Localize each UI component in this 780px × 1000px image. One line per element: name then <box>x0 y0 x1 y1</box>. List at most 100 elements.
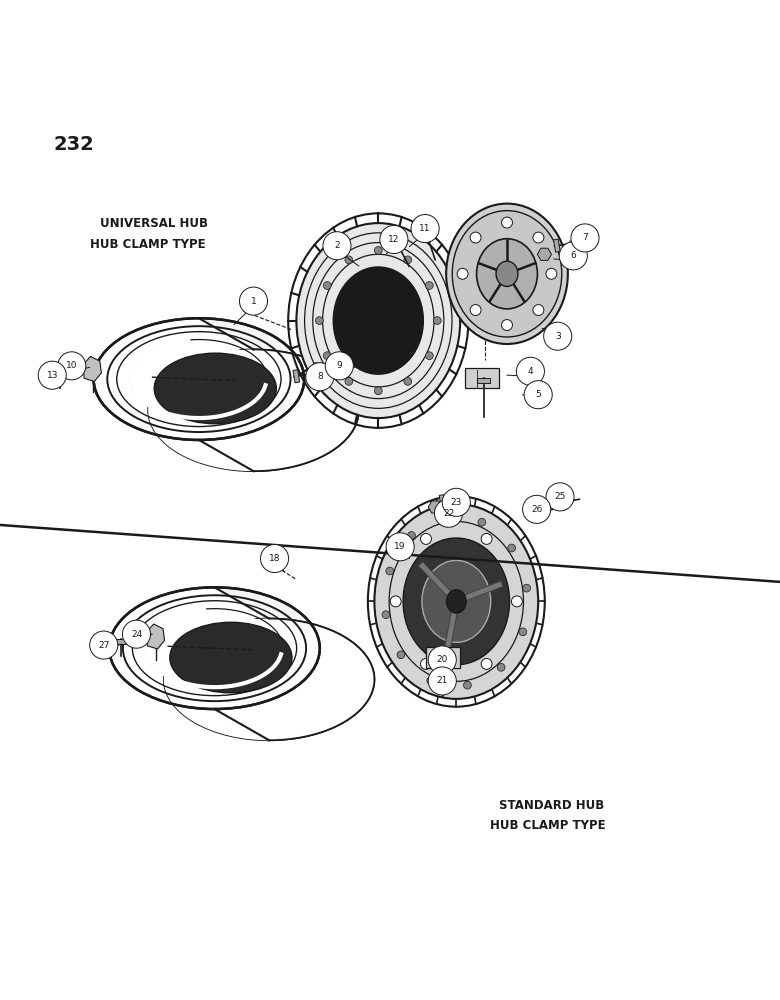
Polygon shape <box>428 501 442 513</box>
Text: 9: 9 <box>336 361 342 370</box>
Circle shape <box>457 268 468 279</box>
Circle shape <box>502 217 512 228</box>
Circle shape <box>324 282 332 289</box>
Ellipse shape <box>422 560 491 642</box>
Text: 10: 10 <box>66 361 77 370</box>
Text: 23: 23 <box>451 498 462 507</box>
Circle shape <box>524 381 552 409</box>
Text: 20: 20 <box>437 655 448 664</box>
Circle shape <box>374 246 382 254</box>
Ellipse shape <box>496 261 518 286</box>
Circle shape <box>90 631 118 659</box>
Text: 2: 2 <box>334 241 340 250</box>
Text: 24: 24 <box>131 630 142 639</box>
Ellipse shape <box>446 590 466 613</box>
Circle shape <box>478 518 486 526</box>
Circle shape <box>502 320 512 331</box>
Polygon shape <box>419 227 432 235</box>
Polygon shape <box>537 248 551 260</box>
Circle shape <box>122 620 151 648</box>
Circle shape <box>434 317 441 325</box>
Circle shape <box>481 658 492 669</box>
FancyBboxPatch shape <box>426 647 460 668</box>
Text: STANDARD HUB: STANDARD HUB <box>499 799 604 812</box>
Circle shape <box>533 305 544 315</box>
Ellipse shape <box>133 341 264 417</box>
Circle shape <box>425 352 433 360</box>
Text: 6: 6 <box>570 251 576 260</box>
Circle shape <box>508 544 516 552</box>
Circle shape <box>408 532 416 539</box>
Ellipse shape <box>452 211 562 337</box>
Circle shape <box>325 352 353 380</box>
Polygon shape <box>535 505 549 517</box>
Ellipse shape <box>446 204 568 344</box>
Circle shape <box>397 651 405 659</box>
Text: HUB CLAMP TYPE: HUB CLAMP TYPE <box>490 819 605 832</box>
Circle shape <box>546 268 557 279</box>
Circle shape <box>559 242 587 270</box>
Circle shape <box>386 567 394 575</box>
Text: HUB CLAMP TYPE: HUB CLAMP TYPE <box>90 238 206 251</box>
Polygon shape <box>437 658 449 662</box>
Polygon shape <box>390 237 403 247</box>
Circle shape <box>386 533 414 561</box>
Polygon shape <box>83 356 101 381</box>
Circle shape <box>428 667 456 695</box>
Polygon shape <box>310 363 324 375</box>
Text: 26: 26 <box>531 505 542 514</box>
Text: 5: 5 <box>535 390 541 399</box>
Text: 22: 22 <box>443 509 454 518</box>
Text: 4: 4 <box>527 367 534 376</box>
Circle shape <box>428 646 456 674</box>
Ellipse shape <box>170 622 292 693</box>
Circle shape <box>442 488 470 516</box>
Text: 19: 19 <box>395 542 406 551</box>
Text: 1: 1 <box>250 297 257 306</box>
Text: 232: 232 <box>53 135 94 154</box>
Circle shape <box>533 232 544 243</box>
Ellipse shape <box>403 538 509 665</box>
Text: UNIVERSAL HUB: UNIVERSAL HUB <box>100 217 207 230</box>
Circle shape <box>315 317 323 325</box>
Text: 11: 11 <box>420 224 431 233</box>
Text: 12: 12 <box>388 235 399 244</box>
Circle shape <box>523 495 551 523</box>
Polygon shape <box>293 370 300 383</box>
Ellipse shape <box>477 239 537 309</box>
Text: 3: 3 <box>555 332 561 341</box>
Text: 13: 13 <box>47 371 58 380</box>
Circle shape <box>411 215 439 243</box>
Circle shape <box>571 224 599 252</box>
Text: 18: 18 <box>269 554 280 563</box>
Circle shape <box>481 533 492 544</box>
Circle shape <box>546 483 574 511</box>
Ellipse shape <box>149 610 280 686</box>
Circle shape <box>382 611 390 619</box>
Polygon shape <box>54 371 66 375</box>
Circle shape <box>58 352 86 380</box>
Text: 25: 25 <box>555 492 565 501</box>
Ellipse shape <box>164 619 374 740</box>
Ellipse shape <box>333 267 424 374</box>
FancyBboxPatch shape <box>465 368 499 388</box>
Circle shape <box>345 377 353 385</box>
Circle shape <box>420 533 431 544</box>
Ellipse shape <box>374 504 538 699</box>
Circle shape <box>345 256 353 264</box>
Text: 7: 7 <box>582 233 588 242</box>
Circle shape <box>463 681 471 689</box>
Circle shape <box>470 232 481 243</box>
Circle shape <box>380 225 408 254</box>
Circle shape <box>519 628 526 636</box>
Polygon shape <box>554 239 560 252</box>
Circle shape <box>425 282 433 289</box>
Circle shape <box>523 584 530 592</box>
Circle shape <box>324 352 332 360</box>
Ellipse shape <box>154 353 276 424</box>
Circle shape <box>374 387 382 395</box>
Polygon shape <box>146 624 165 649</box>
Ellipse shape <box>296 223 460 418</box>
Polygon shape <box>546 497 553 511</box>
Circle shape <box>516 357 544 385</box>
